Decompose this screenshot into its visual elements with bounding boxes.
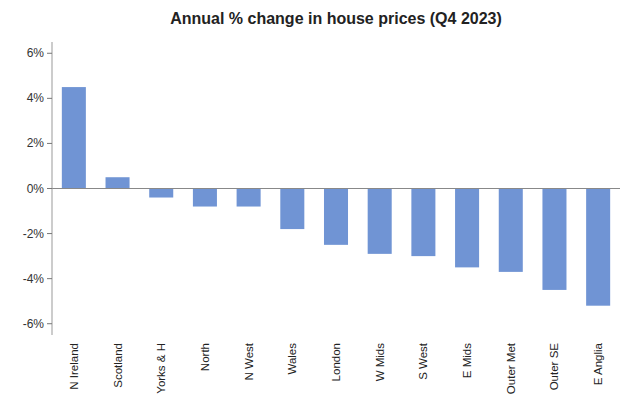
x-tick-label: S West bbox=[417, 342, 429, 380]
y-tick bbox=[47, 278, 52, 279]
x-tick-label: Yorks & H bbox=[155, 343, 167, 394]
y-tick-label: 0% bbox=[27, 182, 45, 196]
x-tick-label: W Mids bbox=[374, 343, 386, 382]
zero-line bbox=[52, 188, 620, 189]
y-tick-label: -2% bbox=[23, 227, 45, 241]
x-tick-label: Outer Met bbox=[505, 342, 517, 394]
bar bbox=[499, 189, 523, 272]
x-tick-label: Outer SE bbox=[548, 343, 560, 391]
bar bbox=[455, 189, 479, 268]
x-tick-label: E Mids bbox=[461, 343, 473, 378]
y-tick-label: 2% bbox=[27, 136, 45, 150]
x-tick-label: London bbox=[330, 343, 342, 381]
bar bbox=[237, 189, 261, 207]
chart-container: Annual % change in house prices (Q4 2023… bbox=[0, 0, 634, 413]
y-tick bbox=[47, 53, 52, 54]
bar bbox=[106, 177, 130, 188]
y-tick-label: 6% bbox=[27, 46, 45, 60]
bar bbox=[586, 189, 610, 306]
y-tick-label: 4% bbox=[27, 91, 45, 105]
x-tick-label: N Ireland bbox=[68, 343, 80, 390]
x-tick-label: N West bbox=[243, 342, 255, 380]
y-tick bbox=[47, 188, 52, 189]
y-tick bbox=[47, 98, 52, 99]
y-tick bbox=[47, 143, 52, 144]
x-tick-label: North bbox=[199, 343, 211, 371]
x-tick-label: E Anglia bbox=[592, 342, 604, 385]
bar bbox=[193, 189, 217, 207]
bar bbox=[411, 189, 435, 257]
x-tick-label: Scotland bbox=[112, 343, 124, 388]
chart: Annual % change in house prices (Q4 2023… bbox=[0, 0, 634, 413]
bar bbox=[280, 189, 304, 230]
y-tick bbox=[47, 233, 52, 234]
bars bbox=[62, 87, 610, 306]
bar bbox=[368, 189, 392, 254]
bar bbox=[542, 189, 566, 290]
bar bbox=[149, 189, 173, 198]
y-tick-label: -4% bbox=[23, 272, 45, 286]
y-tick-label: -6% bbox=[23, 317, 45, 331]
y-tick bbox=[47, 323, 52, 324]
x-tick-label: Wales bbox=[286, 343, 298, 375]
bar bbox=[324, 189, 348, 245]
bar bbox=[62, 87, 86, 188]
title: Annual % change in house prices (Q4 2023… bbox=[170, 10, 502, 27]
